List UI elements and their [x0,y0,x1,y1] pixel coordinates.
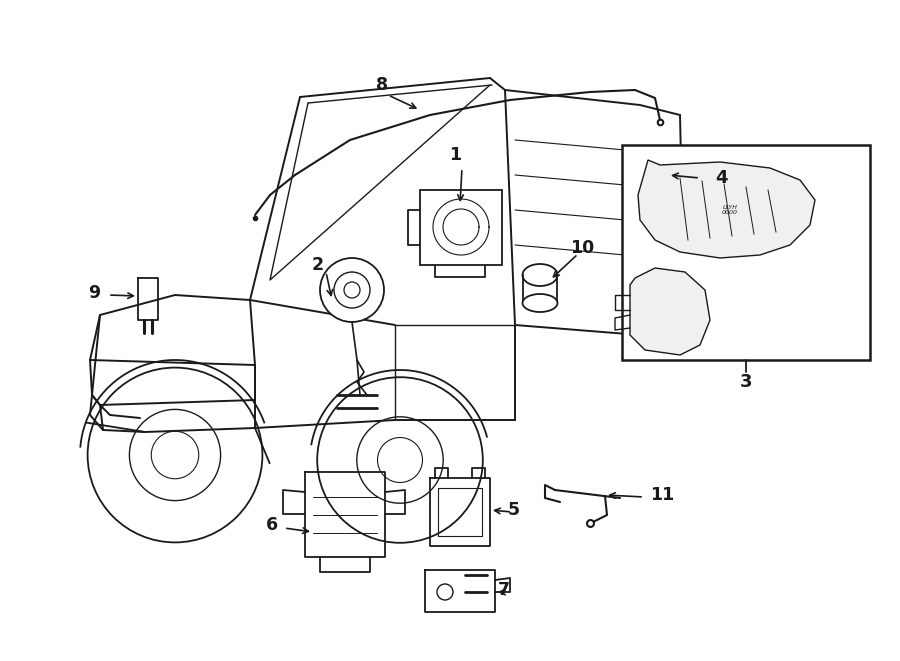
Text: 7: 7 [498,581,510,599]
Bar [420,190,502,265]
Text: 10: 10 [570,239,594,257]
Text: 3: 3 [740,373,752,391]
Circle shape [320,258,384,322]
Text: 4: 4 [715,169,727,187]
Polygon shape [630,268,710,355]
Text: 6: 6 [266,516,278,534]
Ellipse shape [523,294,557,312]
Ellipse shape [523,264,557,286]
Text: 9: 9 [88,284,100,302]
Text: 5: 5 [508,501,520,519]
Text: 2: 2 [312,256,324,274]
Text: 8: 8 [376,76,388,94]
Bar [622,145,870,360]
Polygon shape [638,160,815,258]
Text: LLYH
0000: LLYH 0000 [722,205,738,215]
Text: 1: 1 [449,146,461,164]
Text: 11: 11 [650,486,674,504]
